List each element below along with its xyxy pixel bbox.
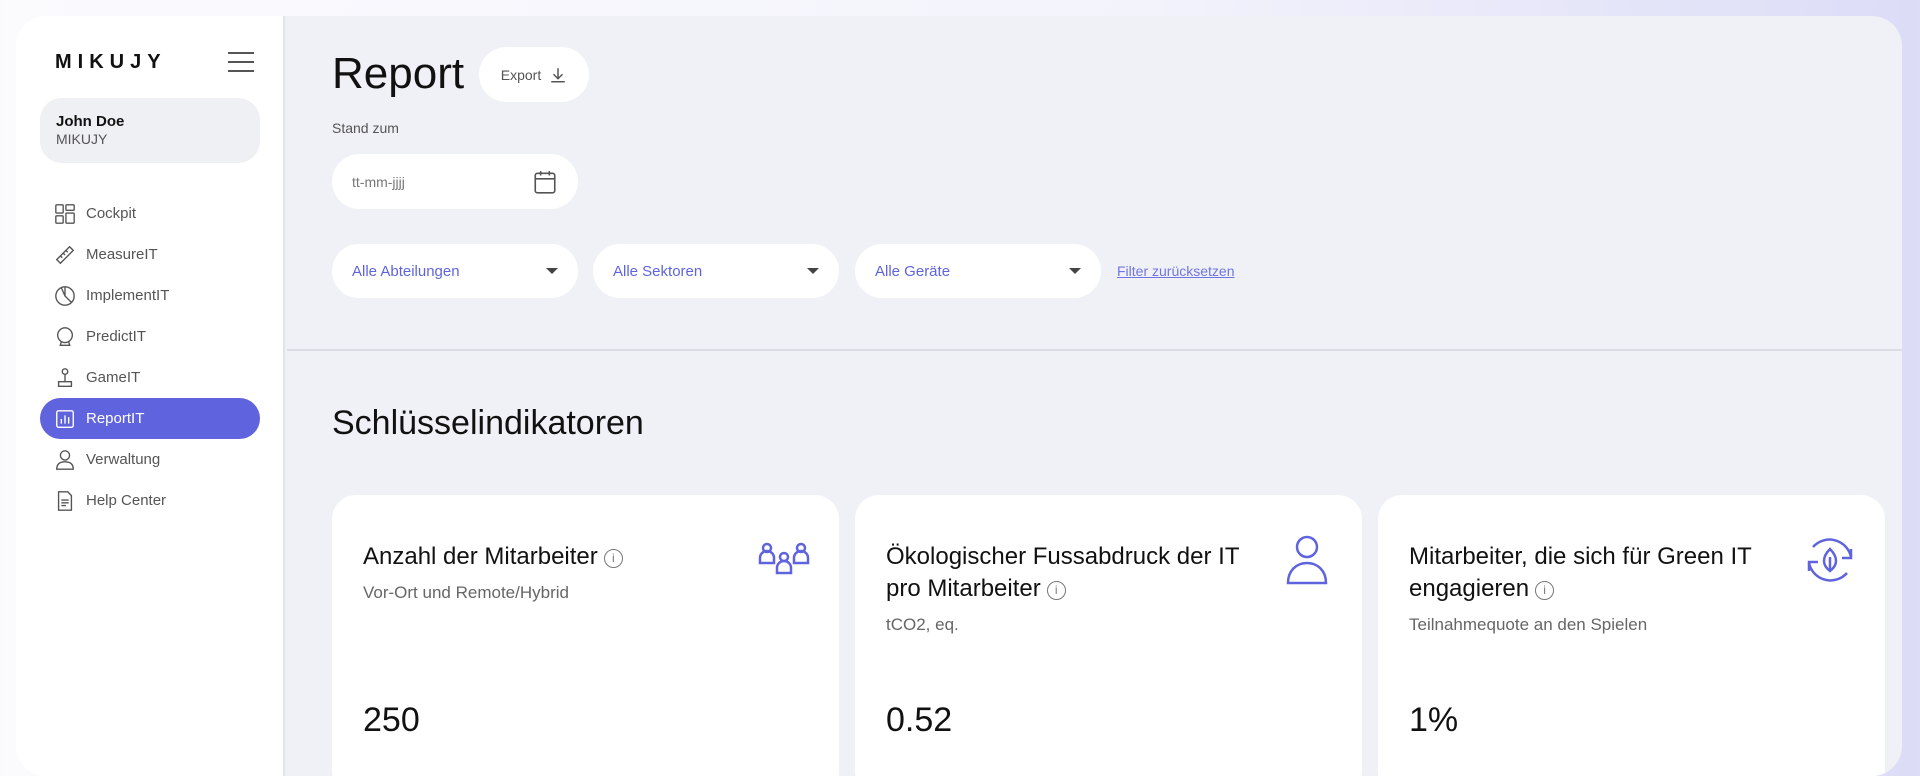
card-subtitle: Teilnahmequote an den Spielen [1409,615,1648,634]
sidebar-item-label: Verwaltung [86,451,161,468]
sidebar-item-measureit[interactable]: MeasureIT [40,234,260,275]
kpi-card-green-it: Mitarbeiter, die sich für Green IT engag… [1378,495,1885,776]
dropdown-value: Alle Geräte [875,262,951,280]
sidebar-item-label: Help Center [86,492,167,509]
app-window: MIKUJY John Doe MIKUJY Cockpit MeasureIT… [16,16,1902,776]
caret-down-icon [807,268,819,274]
kpi-card-employees: Anzahl der Mitarbeiter i Vor-Ort und Remo… [332,495,839,776]
sidebar-item-predictit[interactable]: PredictIT [40,316,260,357]
date-label: Stand zum [332,120,399,136]
info-icon[interactable]: i [1535,581,1555,600]
sidebar-item-implementit[interactable]: ImplementIT [40,275,260,316]
sidebar-item-label: PredictIT [86,328,147,345]
user-org: MIKUJY [56,131,108,147]
sidebar-item-label: MeasureIT [86,246,158,263]
team-icon [758,542,810,575]
card-subtitle: Vor-Ort und Remote/Hybrid [363,583,569,602]
dropdown-value: Alle Abteilungen [352,262,460,280]
bar-chart-icon [56,409,74,428]
card-value: 1% [1409,701,1459,739]
date-input[interactable]: tt-mm-jjjj [332,154,578,209]
crystal-ball-icon [56,326,74,346]
download-icon [551,67,565,82]
sidebar-item-gameit[interactable]: GameIT [40,357,260,398]
calendar-icon[interactable] [532,169,558,195]
sidebar-item-cockpit[interactable]: Cockpit [40,193,260,234]
info-icon[interactable]: i [603,549,623,568]
sidebar-nav: Cockpit MeasureIT ImplementIT PredictIT … [40,193,260,521]
user-card[interactable]: John Doe MIKUJY [40,98,260,163]
sidebar-item-reportit[interactable]: ReportIT [40,398,260,439]
card-value: 0.52 [886,701,953,739]
card-title: Ökologischer Fussabdruck der IT pro Mita… [886,543,1240,602]
section-title: Schlüsselindikatoren [332,404,644,442]
card-title: Mitarbeiter, die sich für Green IT engag… [1409,543,1752,602]
card-subtitle: tCO2, eq. [886,615,959,634]
reset-filters-link[interactable]: Filter zurücksetzen [1117,263,1235,279]
pie-chart-icon [55,285,75,306]
caret-down-icon [1069,268,1081,274]
leaf-recycle-icon [1807,538,1853,582]
page-title: Report [332,49,465,98]
caret-down-icon [546,268,558,274]
sidebar-item-label: ReportIT [86,410,145,427]
card-title: Anzahl der Mitarbeiter i [363,541,723,573]
divider [287,349,1902,351]
document-icon [57,490,73,511]
menu-icon[interactable] [228,52,254,72]
export-button[interactable]: Export [479,47,589,102]
sidebar-item-label: GameIT [86,369,141,386]
sidebar: MIKUJY John Doe MIKUJY Cockpit MeasureIT… [16,16,285,776]
sidebar-item-help-center[interactable]: Help Center [40,480,260,521]
departments-dropdown[interactable]: Alle Abteilungen [332,244,578,298]
devices-dropdown[interactable]: Alle Geräte [855,244,1101,298]
main-content: Report Export Stand zum tt-mm-jjjj Alle … [287,16,1902,776]
logo: MIKUJY [55,51,167,73]
dropdown-value: Alle Sektoren [613,262,703,280]
sidebar-item-verwaltung[interactable]: Verwaltung [40,439,260,480]
joystick-icon [57,367,73,387]
user-icon [56,449,74,470]
grid-icon [55,203,75,224]
ruler-icon [55,245,75,264]
card-value: 250 [363,701,420,739]
date-placeholder: tt-mm-jjjj [352,173,405,190]
sidebar-item-label: ImplementIT [86,287,170,304]
sectors-dropdown[interactable]: Alle Sektoren [593,244,839,298]
user-name: John Doe [56,113,125,130]
sidebar-item-label: Cockpit [86,205,137,222]
person-icon [1286,535,1328,585]
info-icon[interactable]: i [1046,581,1066,600]
export-label: Export [500,66,542,83]
kpi-card-footprint: Ökologischer Fussabdruck der IT pro Mita… [855,495,1362,776]
